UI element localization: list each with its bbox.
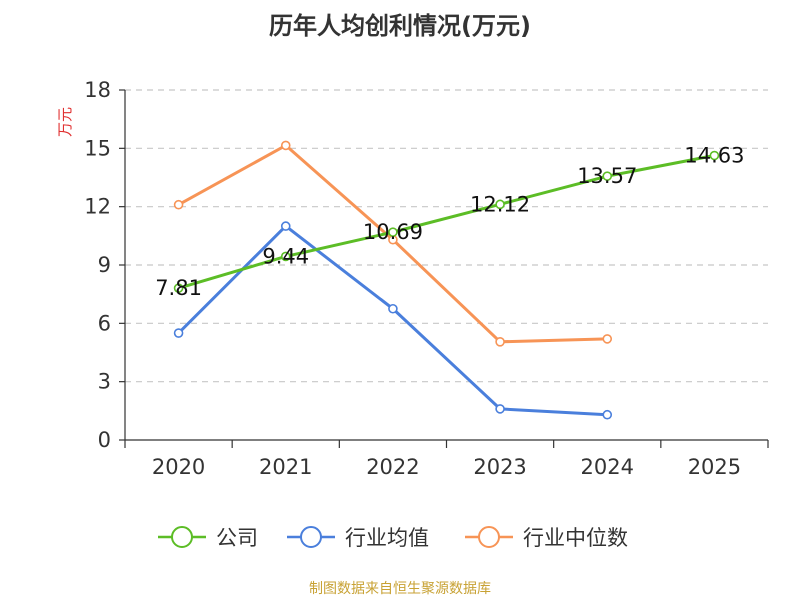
legend-label: 公司: [216, 526, 258, 550]
source-note: 制图数据来自恒生聚源数据库: [309, 581, 491, 597]
y-tick-label: 12: [84, 195, 111, 219]
data-point-2: [602, 334, 613, 344]
y-axis-label: 万元: [56, 107, 74, 137]
legend-marker: [171, 526, 193, 548]
data-point-0: [280, 251, 291, 262]
data-point-2: [495, 337, 505, 347]
x-tick-label: 2022: [366, 455, 419, 479]
legend-item: 公司: [158, 526, 258, 550]
data-labels: 7.81 9.44 10.69 12.12 13.57 14.63: [155, 144, 744, 301]
legend-item: 行业中位数: [465, 526, 628, 550]
y-tick-label: 6: [98, 311, 111, 335]
data-label: 14.63: [684, 144, 744, 168]
data-label: 9.44: [262, 244, 309, 268]
legend-marker: [300, 526, 322, 548]
data-point-0: [495, 199, 505, 210]
y-tick-label: 0: [98, 428, 111, 452]
x-tick-label: 2023: [473, 455, 526, 479]
data-label: 13.57: [577, 164, 637, 188]
series-layer: [173, 140, 720, 420]
x-tick-label: 2025: [688, 455, 741, 479]
data-point-1: [173, 328, 184, 338]
series-line-0: [178, 154, 715, 290]
chart-title: 历年人均创利情况(万元): [269, 12, 531, 40]
axes: [119, 89, 769, 448]
grid-lines: [125, 89, 768, 383]
data-label: 7.81: [155, 276, 202, 300]
data-point-2: [173, 199, 184, 210]
data-label: 12.12: [470, 192, 530, 216]
legend-item: 行业均值: [287, 526, 429, 550]
x-tick-label: 2020: [152, 455, 205, 479]
y-tick-labels: 0 3 6 9 12 15 18: [84, 78, 111, 452]
legend-marker: [478, 526, 500, 548]
y-tick-label: 3: [98, 370, 111, 394]
data-point-1: [280, 221, 291, 231]
legend-label: 行业中位数: [523, 526, 628, 550]
data-point-1: [388, 303, 398, 314]
data-point-0: [602, 171, 613, 181]
data-label: 10.69: [363, 220, 423, 244]
legend-label: 行业均值: [345, 526, 429, 550]
data-point-1: [495, 404, 505, 414]
data-point-0: [173, 283, 184, 293]
x-tick-label: 2021: [259, 455, 312, 479]
x-tick-labels: 2020 2021 2022 2023 2024 2025: [152, 455, 741, 479]
series-line-1: [177, 224, 608, 417]
y-tick-label: 15: [84, 136, 111, 160]
data-point-1: [602, 409, 613, 420]
y-tick-label: 18: [84, 78, 111, 102]
y-tick-label: 9: [98, 253, 111, 277]
x-tick-label: 2024: [581, 455, 634, 479]
data-point-0: [709, 150, 720, 161]
legend: 公司 行业均值 行业中位数: [158, 526, 628, 550]
data-point-0: [388, 227, 398, 237]
data-point-2: [280, 140, 291, 151]
